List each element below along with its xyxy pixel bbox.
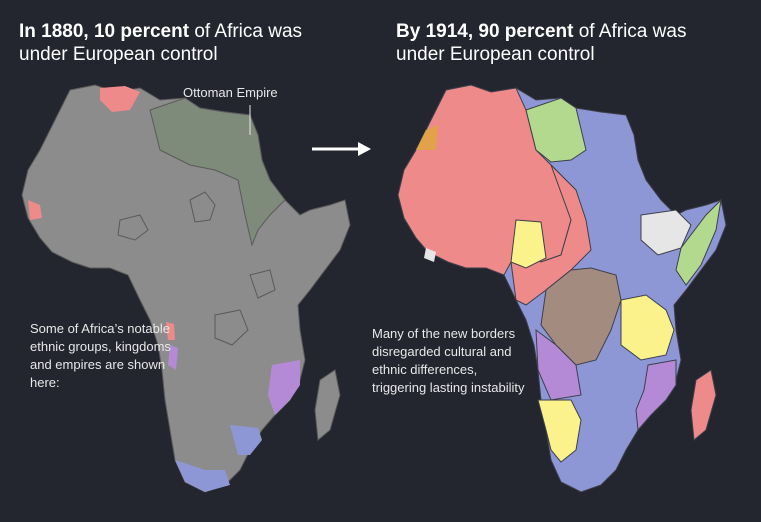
angola-coast-portuguese-1880: [168, 345, 178, 370]
kingdom-outline: [249, 269, 276, 299]
left-title-bold: In 1880, 10 percent: [19, 21, 190, 42]
cape-colony-british-1880: [175, 460, 230, 492]
gabon-french-1880: [166, 322, 175, 340]
senegal-french-1880: [28, 200, 42, 220]
africa-1880-map: [21, 84, 351, 493]
spanish-sahara: [416, 125, 438, 150]
left-map-title: In 1880, 10 percent of Africa was under …: [19, 20, 349, 66]
right-title-bold: By 1914, 90 percent: [396, 21, 574, 42]
left-map-note: Some of Africa’s notable ethnic groups, …: [30, 321, 171, 390]
natal-british-1880: [230, 425, 262, 455]
right-map-note: Many of the new borders disregarded cult…: [372, 326, 525, 395]
ottoman-empire-region: [149, 97, 286, 247]
madagascar-french: [690, 369, 717, 441]
algeria-french-1880: [100, 86, 140, 112]
mozambique-portuguese-1880: [268, 360, 300, 415]
africa-1914-map: [397, 84, 727, 493]
kingdom-outline: [117, 214, 149, 241]
italian-somaliland: [675, 198, 722, 286]
belgian-congo: [540, 267, 622, 366]
right-title-rest: of Africa was under European control: [396, 21, 687, 65]
left-title-rest: of Africa was under European control: [19, 21, 303, 65]
kingdom-outline: [214, 309, 249, 346]
german-east-africa: [620, 294, 675, 361]
german-kamerun: [510, 219, 547, 269]
madagascar-1880: [314, 369, 341, 441]
liberia-independent: [424, 248, 436, 262]
right-map-title: By 1914, 90 percent of Africa was under …: [396, 20, 726, 66]
italian-libya: [525, 97, 587, 163]
portuguese-mozambique: [635, 359, 677, 432]
german-southwest-africa: [537, 399, 582, 463]
arrow-right-icon: [312, 142, 371, 156]
ottoman-empire-label: Ottoman Empire: [183, 85, 278, 100]
portuguese-angola: [535, 328, 582, 401]
kingdom-outline: [189, 191, 216, 223]
